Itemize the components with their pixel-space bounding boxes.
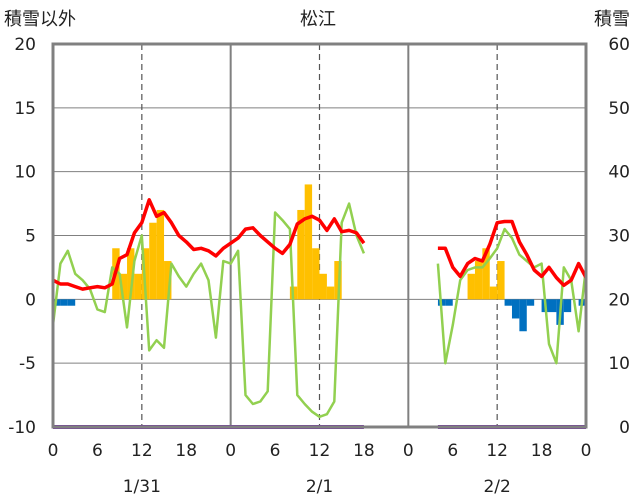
x-tick-label: 12	[309, 441, 331, 461]
precip-bar-negative	[67, 299, 76, 306]
precip-bar-positive	[156, 209, 165, 300]
precip-bar-negative	[511, 299, 520, 319]
x-tick-label: 12	[131, 441, 153, 461]
x-tick-label: 18	[353, 441, 375, 461]
x-tick-label: 0	[225, 441, 236, 461]
precip-bar-negative	[445, 299, 453, 306]
right-tick-label: 50	[608, 99, 630, 119]
right-tick-label: 10	[608, 354, 630, 374]
precip-bar-negative	[504, 299, 512, 306]
precip-bar-negative	[548, 299, 557, 313]
precip-bar-positive	[127, 248, 135, 300]
left-axis-title: 積雪以外	[4, 9, 76, 30]
temperature-line	[437, 219, 588, 288]
right-tick-label: 60	[608, 35, 630, 55]
precip-bar-negative	[519, 299, 527, 332]
temperature-series	[52, 198, 588, 291]
x-tick-label: 6	[270, 441, 281, 461]
left-tick-label: -10	[8, 418, 36, 438]
x-tick-label: 0	[48, 441, 59, 461]
precip-bar-positive	[304, 184, 313, 300]
precip-bar-negative	[60, 299, 68, 306]
left-tick-label: 5	[25, 227, 36, 247]
right-tick-label: 40	[608, 163, 630, 183]
precip-bar-positive	[312, 248, 320, 300]
precip-bar-positive	[497, 261, 505, 300]
precip-bar-negative	[526, 299, 535, 306]
left-tick-label: -5	[19, 354, 36, 374]
day-label: 2/2	[483, 477, 510, 497]
left-tick-label: 10	[14, 163, 36, 183]
precip-bar-positive	[482, 248, 490, 300]
precip-bar-positive	[149, 222, 157, 300]
precip-bar-positive	[489, 286, 498, 300]
x-tick-label: 6	[92, 441, 103, 461]
temperature-line	[52, 198, 366, 291]
left-tick-label: 20	[14, 35, 36, 55]
x-tick-label: 12	[486, 441, 508, 461]
precip-bar-positive	[141, 248, 150, 300]
right-tick-label: 30	[608, 227, 630, 247]
plot-frame	[51, 42, 588, 429]
x-tick-label: 18	[175, 441, 197, 461]
x-tick-label: 0	[581, 441, 592, 461]
day-label: 1/31	[123, 477, 161, 497]
wind-line	[436, 227, 588, 365]
precip-bar-positive	[474, 261, 483, 300]
right-tick-label: 0	[619, 418, 630, 438]
x-tick-label: 0	[403, 441, 414, 461]
precip-bar-positive	[297, 209, 305, 300]
chart-title: 松江	[300, 9, 336, 30]
right-tick-label: 20	[608, 290, 630, 310]
precip-bar-positive	[326, 286, 335, 300]
precip-bar-negative	[563, 299, 572, 313]
precip-bar-positive	[319, 273, 327, 300]
precipitation-bars	[53, 184, 586, 332]
day-label: 2/1	[306, 477, 333, 497]
precip-bar-positive	[467, 273, 475, 300]
right-axis-title: 積雪	[594, 9, 630, 30]
precip-bar-positive	[334, 261, 342, 300]
wind-series	[51, 202, 588, 419]
precip-bar-positive	[119, 273, 128, 300]
left-tick-label: 15	[14, 99, 36, 119]
precip-bar-positive	[134, 273, 142, 300]
x-tick-label: 6	[447, 441, 458, 461]
left-tick-label: 0	[25, 290, 36, 310]
precip-bar-positive	[164, 261, 172, 300]
x-tick-label: 18	[531, 441, 553, 461]
wind-line	[51, 202, 366, 419]
